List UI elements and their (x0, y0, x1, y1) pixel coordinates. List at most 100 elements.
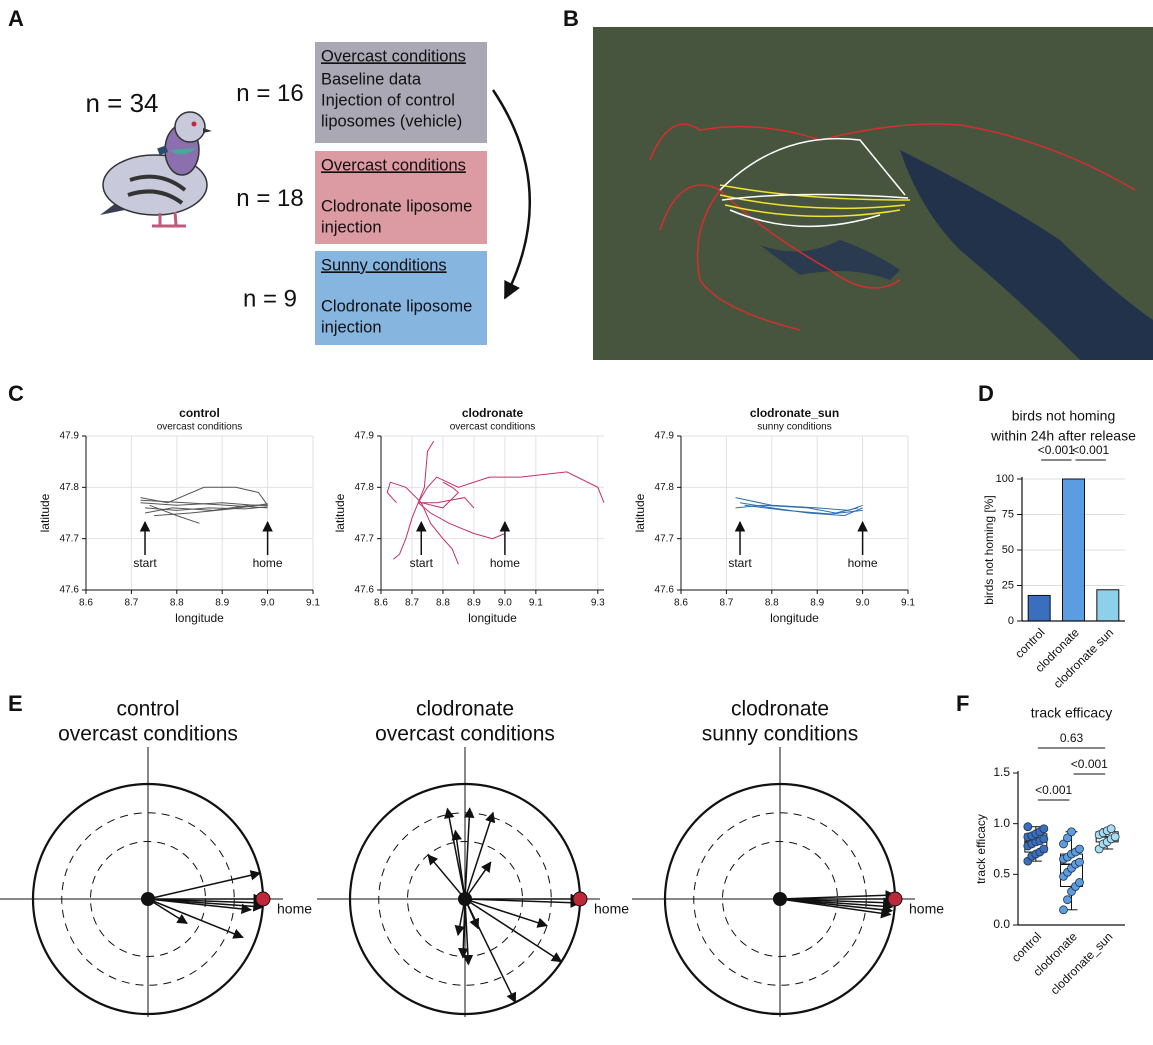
chart-title: clodronate (731, 698, 829, 721)
panel-label: A (8, 6, 24, 31)
chart-title: sunny conditions (702, 723, 858, 746)
x-tick-label: 8.7 (405, 598, 419, 609)
x-tick-label: 9.0 (261, 598, 275, 609)
home-label: home (909, 901, 944, 917)
group-heading: Overcast conditions (321, 156, 466, 174)
data-point (1040, 825, 1048, 833)
x-tick-label: 8.8 (436, 598, 450, 609)
total-n: n = 34 (85, 88, 158, 118)
y-tick-label: 47.7 (355, 533, 375, 544)
figure: A B C D E F n = 34 n = 16 Overcast condit… (0, 0, 1153, 1045)
x-tick-label: 9.3 (591, 598, 605, 609)
x-tick-label: 8.8 (765, 598, 779, 609)
bar (1028, 595, 1050, 621)
x-axis-label: longitude (175, 611, 224, 625)
group-line: Clodronate liposome (321, 297, 472, 315)
panel-label: C (8, 381, 24, 406)
y-tick-label: 100 (996, 473, 1014, 485)
p-value-label: 0.63 (1060, 731, 1084, 745)
x-tick-label: 8.6 (674, 598, 688, 609)
p-value-label: <0.001 (1038, 443, 1075, 457)
bar (1097, 590, 1119, 621)
chart-title: clodronate (416, 698, 514, 721)
x-tick-label: 8.7 (719, 598, 733, 609)
panel-label: D (978, 381, 994, 406)
y-tick-label: 47.8 (355, 482, 375, 493)
chart-title: within 24h after release (990, 428, 1136, 444)
data-point (1076, 878, 1084, 886)
chart-title: clodronate_sun (750, 406, 839, 420)
center-dot (458, 892, 472, 906)
x-tick-label: 8.9 (467, 598, 481, 609)
chart-subtitle: sunny conditions (757, 422, 832, 433)
y-tick-label: 47.9 (355, 431, 375, 442)
chart-subtitle: overcast conditions (450, 422, 536, 433)
x-tick-label: 8.6 (374, 598, 388, 609)
y-axis-label: latitude (38, 493, 52, 532)
y-tick-label: 47.6 (655, 585, 675, 596)
data-point (1068, 828, 1076, 836)
annotation-label: start (133, 556, 157, 570)
panel-label: F (956, 691, 969, 716)
home-marker (256, 892, 270, 906)
home-marker (573, 892, 587, 906)
chart-title: birds not homing (1012, 408, 1116, 424)
y-tick-label: 47.6 (60, 585, 80, 596)
p-value-label: <0.001 (1035, 783, 1072, 797)
group-heading: Overcast conditions (321, 47, 466, 65)
chart-title: track efficacy (1031, 705, 1112, 721)
annotation-label: start (410, 556, 434, 570)
chart-title: overcast conditions (375, 723, 555, 746)
data-point (1040, 845, 1048, 853)
group-line: Baseline data (321, 70, 422, 88)
annotation-label: home (253, 556, 283, 570)
x-axis-label: longitude (770, 611, 819, 625)
y-tick-label: 1.0 (993, 816, 1010, 830)
group-line: injection (321, 218, 382, 236)
annotation-label: home (848, 556, 878, 570)
x-tick-label: 9.1 (529, 598, 543, 609)
annotation-label: start (728, 556, 752, 570)
x-axis-label: longitude (468, 611, 517, 625)
chart-title: overcast conditions (58, 723, 238, 746)
y-axis-label: birds not homing [%] (982, 495, 996, 604)
group-line: Injection of control (321, 91, 455, 109)
home-marker (888, 892, 902, 906)
center-dot (773, 892, 787, 906)
y-tick-label: 50 (1002, 544, 1014, 556)
y-tick-label: 47.8 (655, 482, 675, 493)
data-point (1076, 845, 1084, 853)
panel-label: B (563, 6, 579, 31)
x-tick-label: 9.1 (306, 598, 320, 609)
y-axis-label: latitude (333, 493, 347, 532)
x-tick-label: 9.0 (856, 598, 870, 609)
center-dot (141, 892, 155, 906)
data-point (1107, 825, 1115, 833)
y-tick-label: 47.8 (60, 482, 80, 493)
panel-label: E (8, 691, 23, 716)
data-point (1064, 896, 1072, 904)
x-tick-label: 8.6 (79, 598, 93, 609)
y-tick-label: 75 (1002, 508, 1014, 520)
group-boxes: n = 16 Overcast conditions Baseline data In… (236, 42, 487, 345)
y-tick-label: 25 (1002, 579, 1014, 591)
group-line: liposomes (vehicle) (321, 112, 462, 130)
data-point (1076, 858, 1084, 866)
y-tick-label: 47.9 (60, 431, 80, 442)
group-heading: Sunny conditions (321, 256, 447, 274)
annotation-label: home (490, 556, 520, 570)
chart-title: control (179, 406, 220, 420)
y-axis-label: track efficacy (974, 814, 988, 884)
x-tick-label: 8.7 (124, 598, 138, 609)
x-tick-label: 8.9 (215, 598, 229, 609)
y-tick-label: 1.5 (993, 765, 1010, 779)
y-tick-label: 47.7 (60, 533, 80, 544)
y-tick-label: 47.7 (655, 533, 675, 544)
group-n: n = 16 (236, 80, 303, 107)
data-point (1060, 906, 1068, 914)
x-tick-label: 8.8 (170, 598, 184, 609)
chart-title: clodronate (462, 406, 524, 420)
chart-subtitle: overcast conditions (157, 422, 243, 433)
p-value-label: <0.001 (1072, 443, 1109, 457)
home-label: home (277, 901, 312, 917)
